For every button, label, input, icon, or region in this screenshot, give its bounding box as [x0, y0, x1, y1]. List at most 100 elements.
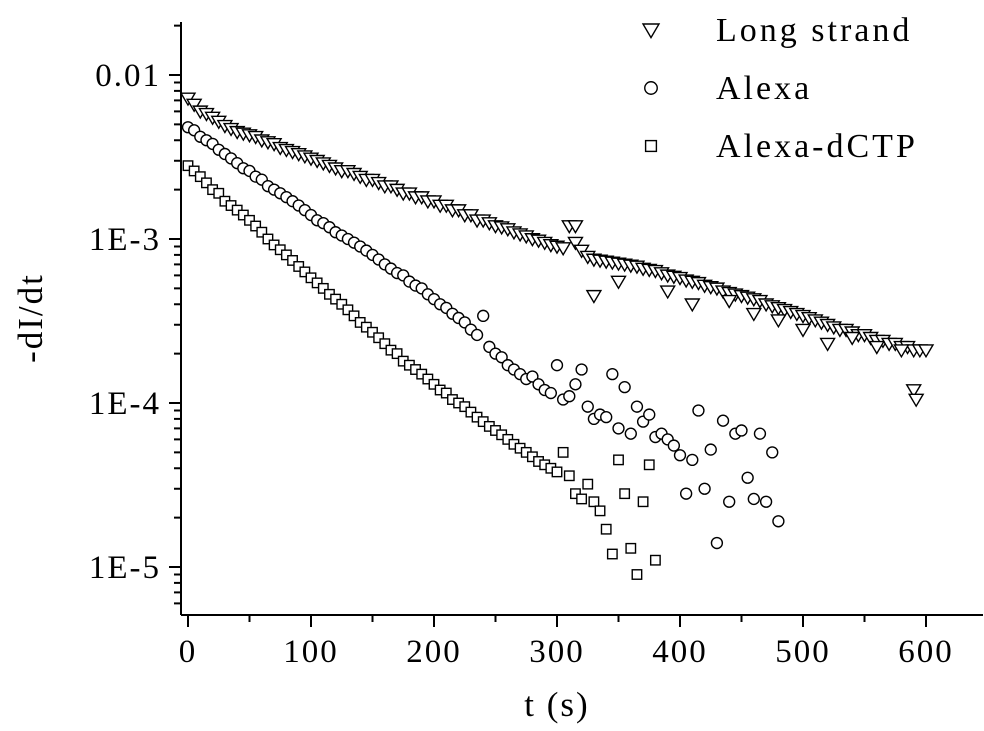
data-point	[262, 233, 274, 245]
data-point	[311, 277, 323, 289]
data-point	[716, 414, 730, 427]
data-point	[563, 470, 575, 482]
data-point	[770, 314, 787, 329]
data-point	[550, 359, 564, 372]
series-alexa-dctp	[182, 160, 661, 580]
data-point	[342, 304, 354, 316]
data-point	[907, 393, 925, 408]
data-point	[659, 285, 676, 300]
data-point	[201, 177, 212, 189]
data-point	[563, 390, 576, 403]
x-ticks: 0 100 200 300 400 500 600	[179, 615, 952, 670]
data-point	[673, 449, 687, 462]
data-point	[373, 332, 385, 344]
x-tick-label: 400	[652, 634, 708, 670]
data-point	[624, 427, 637, 440]
data-point	[625, 542, 637, 554]
data-point	[569, 378, 582, 391]
data-point	[753, 427, 767, 440]
legend-marker	[644, 81, 658, 95]
y-tick-label: 1E-4	[89, 386, 161, 422]
data-point	[649, 554, 661, 566]
data-point	[631, 569, 643, 580]
data-point	[684, 298, 701, 313]
data-point	[582, 478, 594, 490]
data-point	[606, 548, 618, 560]
data-point	[391, 348, 403, 360]
data-point	[600, 410, 613, 424]
data-point	[819, 337, 836, 352]
data-point	[619, 488, 631, 500]
legend-marker	[641, 23, 661, 39]
data-point	[741, 471, 754, 484]
data-point	[567, 236, 584, 251]
data-point	[567, 220, 584, 235]
data-point	[250, 220, 262, 232]
data-point	[348, 310, 360, 322]
data-point	[336, 298, 348, 310]
data-point	[698, 482, 711, 495]
legend-label: Alexa-dCTP	[716, 128, 918, 165]
data-point	[185, 98, 203, 113]
data-point	[293, 261, 305, 272]
data-point	[766, 446, 779, 459]
data-point	[759, 495, 773, 508]
data-point	[637, 496, 649, 508]
x-tick-label: 200	[406, 634, 462, 670]
series-long-strand	[179, 92, 935, 408]
y-ticks: 1E-5 1E-4 1E-3 0.01	[89, 24, 181, 605]
data-point	[551, 466, 563, 478]
data-point	[544, 386, 558, 400]
data-point	[868, 340, 886, 355]
y-tick-label: 1E-3	[89, 222, 161, 258]
legend: Long strand Alexa Alexa-dCTP	[641, 12, 918, 165]
data-point	[917, 344, 935, 359]
data-point	[610, 275, 627, 290]
data-point	[745, 307, 763, 322]
x-tick-label: 500	[775, 634, 831, 670]
data-point	[905, 384, 922, 399]
data-point	[594, 505, 606, 517]
data-point	[643, 459, 655, 471]
data-point	[843, 331, 861, 346]
data-point	[710, 536, 724, 550]
data-point	[588, 496, 600, 508]
data-point	[575, 363, 588, 376]
data-point	[317, 282, 329, 294]
data-point	[557, 446, 569, 458]
data-point	[367, 326, 378, 338]
data-point	[747, 492, 760, 506]
x-tick-label: 300	[529, 634, 585, 670]
data-point	[606, 367, 619, 381]
data-point	[280, 249, 292, 261]
plot-points	[179, 92, 935, 580]
legend-label: Alexa	[716, 70, 812, 107]
data-point	[188, 165, 200, 177]
legend-marker	[644, 139, 658, 153]
data-point	[612, 422, 625, 435]
data-point	[735, 424, 748, 437]
y-tick-label: 0.01	[95, 58, 161, 94]
data-point	[213, 187, 225, 199]
x-tick-label: 0	[179, 634, 198, 670]
legend-label: Long strand	[716, 12, 912, 49]
data-point	[723, 495, 736, 508]
data-point	[772, 515, 785, 528]
data-point	[554, 242, 572, 257]
data-point	[720, 294, 738, 309]
data-point	[600, 523, 612, 535]
data-point	[287, 255, 298, 266]
data-point	[470, 328, 484, 342]
legend-item-alexa: Alexa	[644, 70, 812, 107]
data-point	[667, 439, 681, 452]
data-point	[679, 487, 693, 500]
data-point	[576, 493, 588, 505]
series-alexa	[181, 121, 785, 550]
data-point	[244, 214, 255, 226]
data-point	[794, 323, 812, 338]
data-point	[459, 401, 471, 413]
legend-item-alexa-dctp: Alexa-dCTP	[644, 128, 918, 165]
data-point	[643, 408, 656, 421]
